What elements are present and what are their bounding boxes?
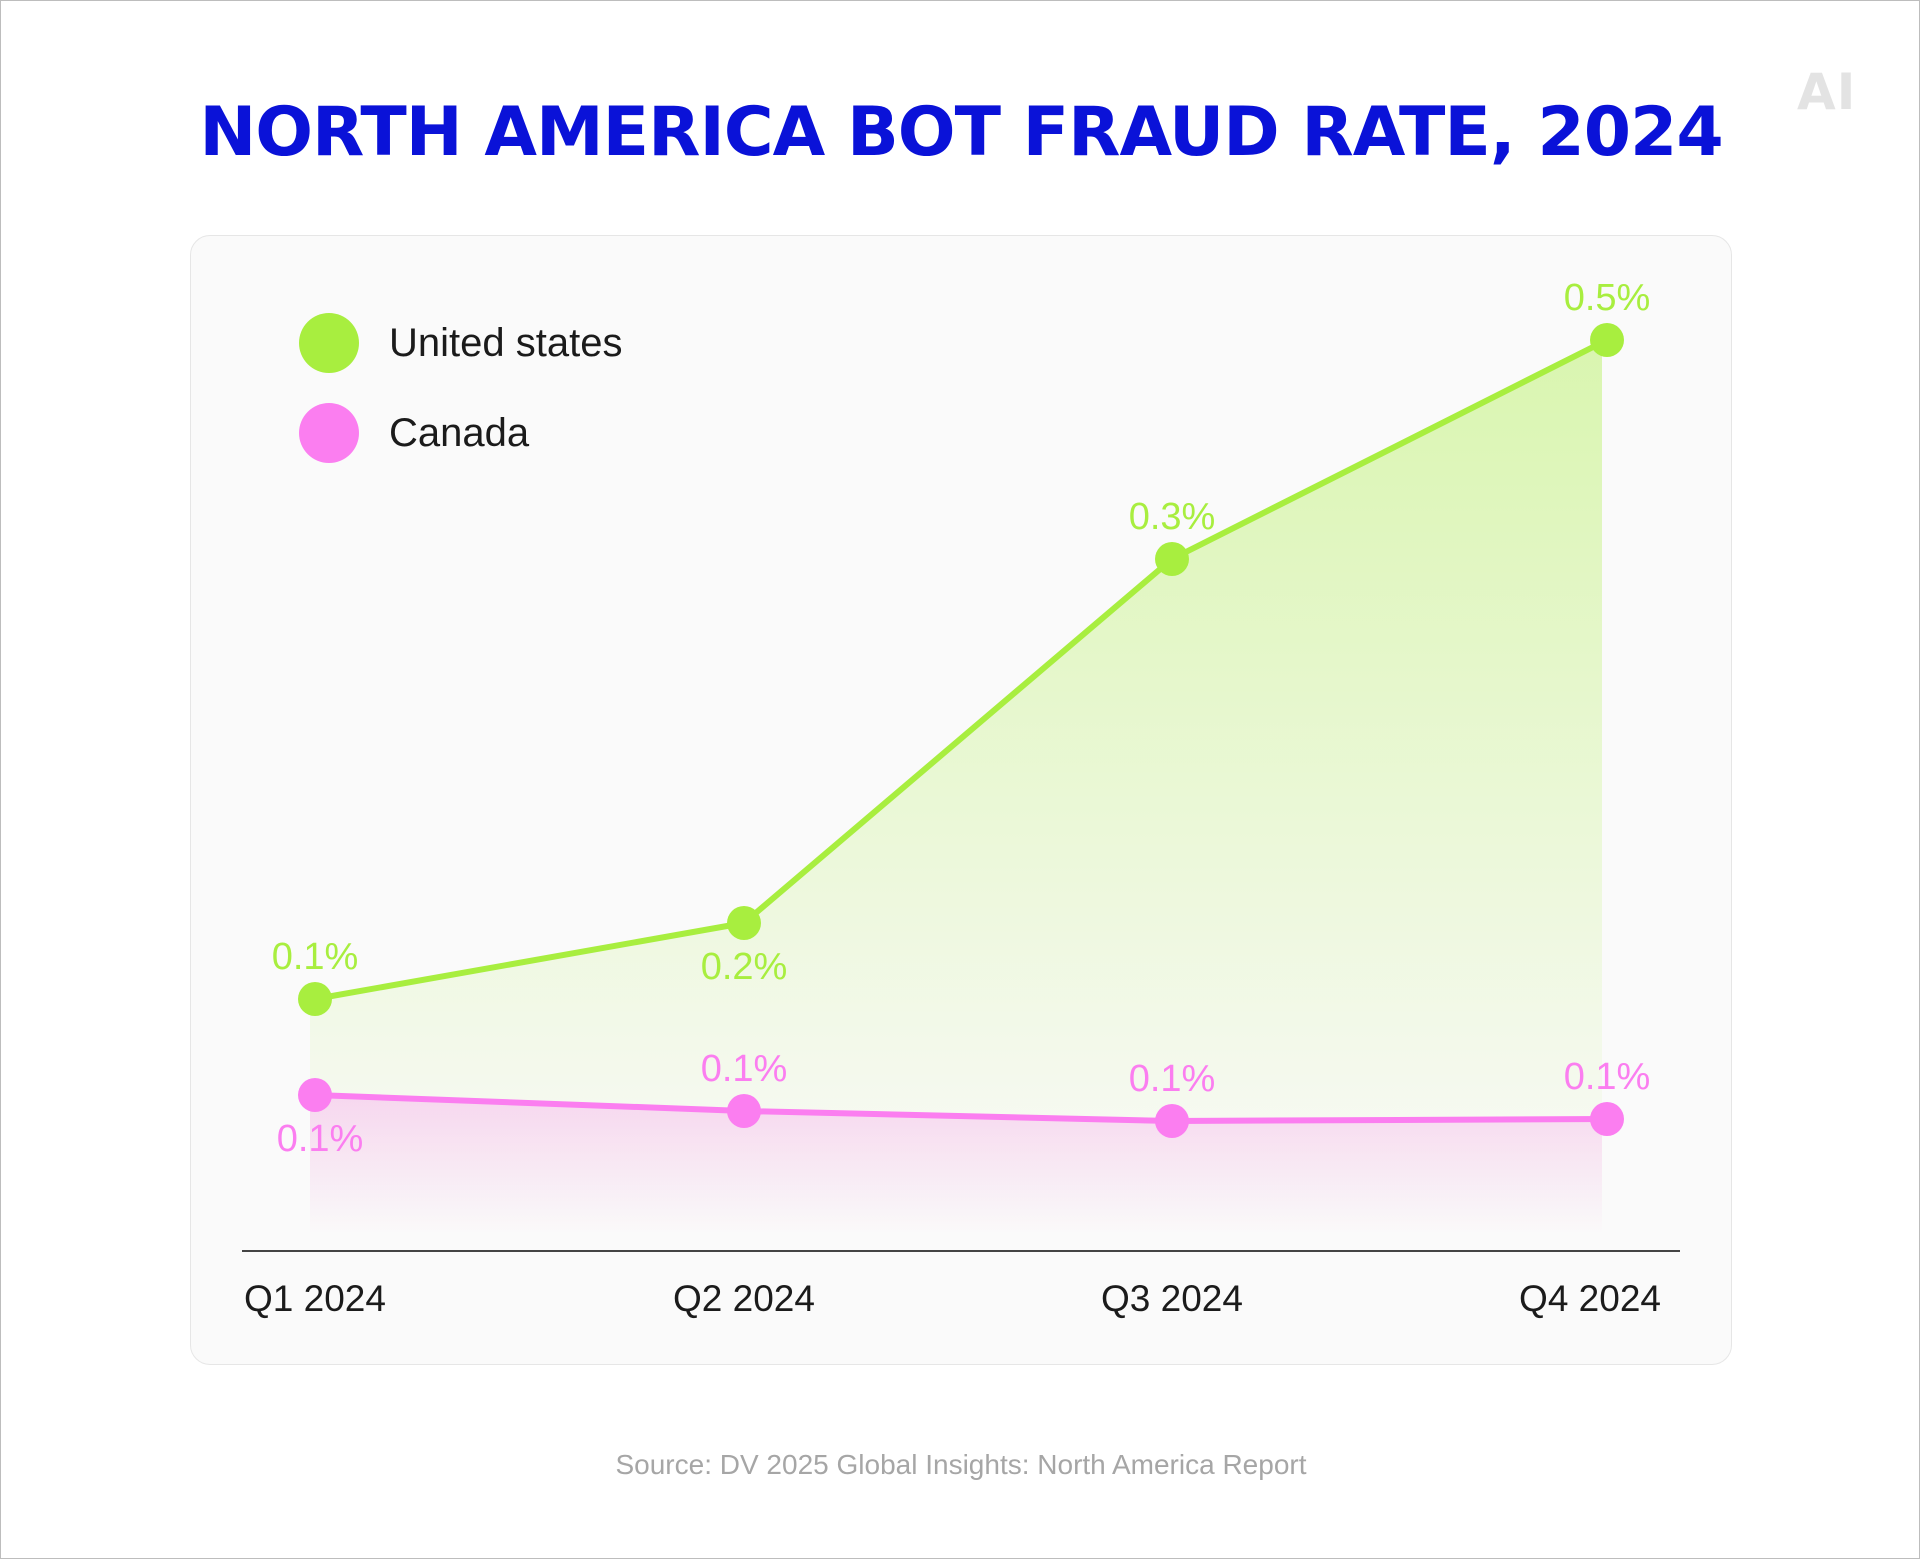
x-tick-label-1: Q1 2024 <box>244 1278 386 1319</box>
legend-item-canada: Canada <box>299 403 529 463</box>
legend-item-united-states: United states <box>299 313 622 373</box>
legend-label-united-states: United states <box>389 320 623 365</box>
legend-swatch-canada <box>299 403 359 463</box>
series-line-united-states <box>314 337 1609 1002</box>
area-united-states <box>310 340 1607 1235</box>
data-label-united-states-3: 0.3% <box>1129 496 1216 538</box>
series-line-canada <box>314 1092 1608 1124</box>
chart-title: NORTH AMERICA BOT FRAUD RATE, 2024 <box>199 93 1723 172</box>
data-point-canada-2 <box>727 1094 761 1128</box>
data-label-united-states-2: 0.2% <box>701 946 788 988</box>
x-tick-label-2: Q2 2024 <box>673 1278 815 1319</box>
data-point-united-states-1 <box>298 982 332 1016</box>
data-point-united-states-4 <box>1590 323 1624 357</box>
data-label-united-states-4: 0.5% <box>1564 277 1651 319</box>
legend-swatch-united-states <box>299 313 359 373</box>
data-point-canada-4 <box>1590 1102 1624 1136</box>
brand-logo: AI <box>1797 63 1857 121</box>
data-label-canada-2: 0.1% <box>701 1048 788 1090</box>
data-point-canada-1 <box>298 1078 332 1112</box>
data-point-canada-3 <box>1155 1104 1189 1138</box>
data-label-canada-4: 0.1% <box>1564 1056 1651 1098</box>
legend-label-canada: Canada <box>389 410 530 455</box>
data-point-united-states-3 <box>1155 542 1189 576</box>
data-label-canada-1: 0.1% <box>277 1118 364 1160</box>
data-point-united-states-2 <box>727 906 761 940</box>
x-tick-label-3: Q3 2024 <box>1101 1278 1243 1319</box>
data-label-united-states-1: 0.1% <box>272 936 359 978</box>
x-tick-label-4: Q4 2024 <box>1519 1278 1661 1319</box>
area-canada <box>310 1095 1607 1235</box>
data-label-canada-3: 0.1% <box>1129 1058 1216 1100</box>
source-note: Source: DV 2025 Global Insights: North A… <box>615 1449 1307 1480</box>
